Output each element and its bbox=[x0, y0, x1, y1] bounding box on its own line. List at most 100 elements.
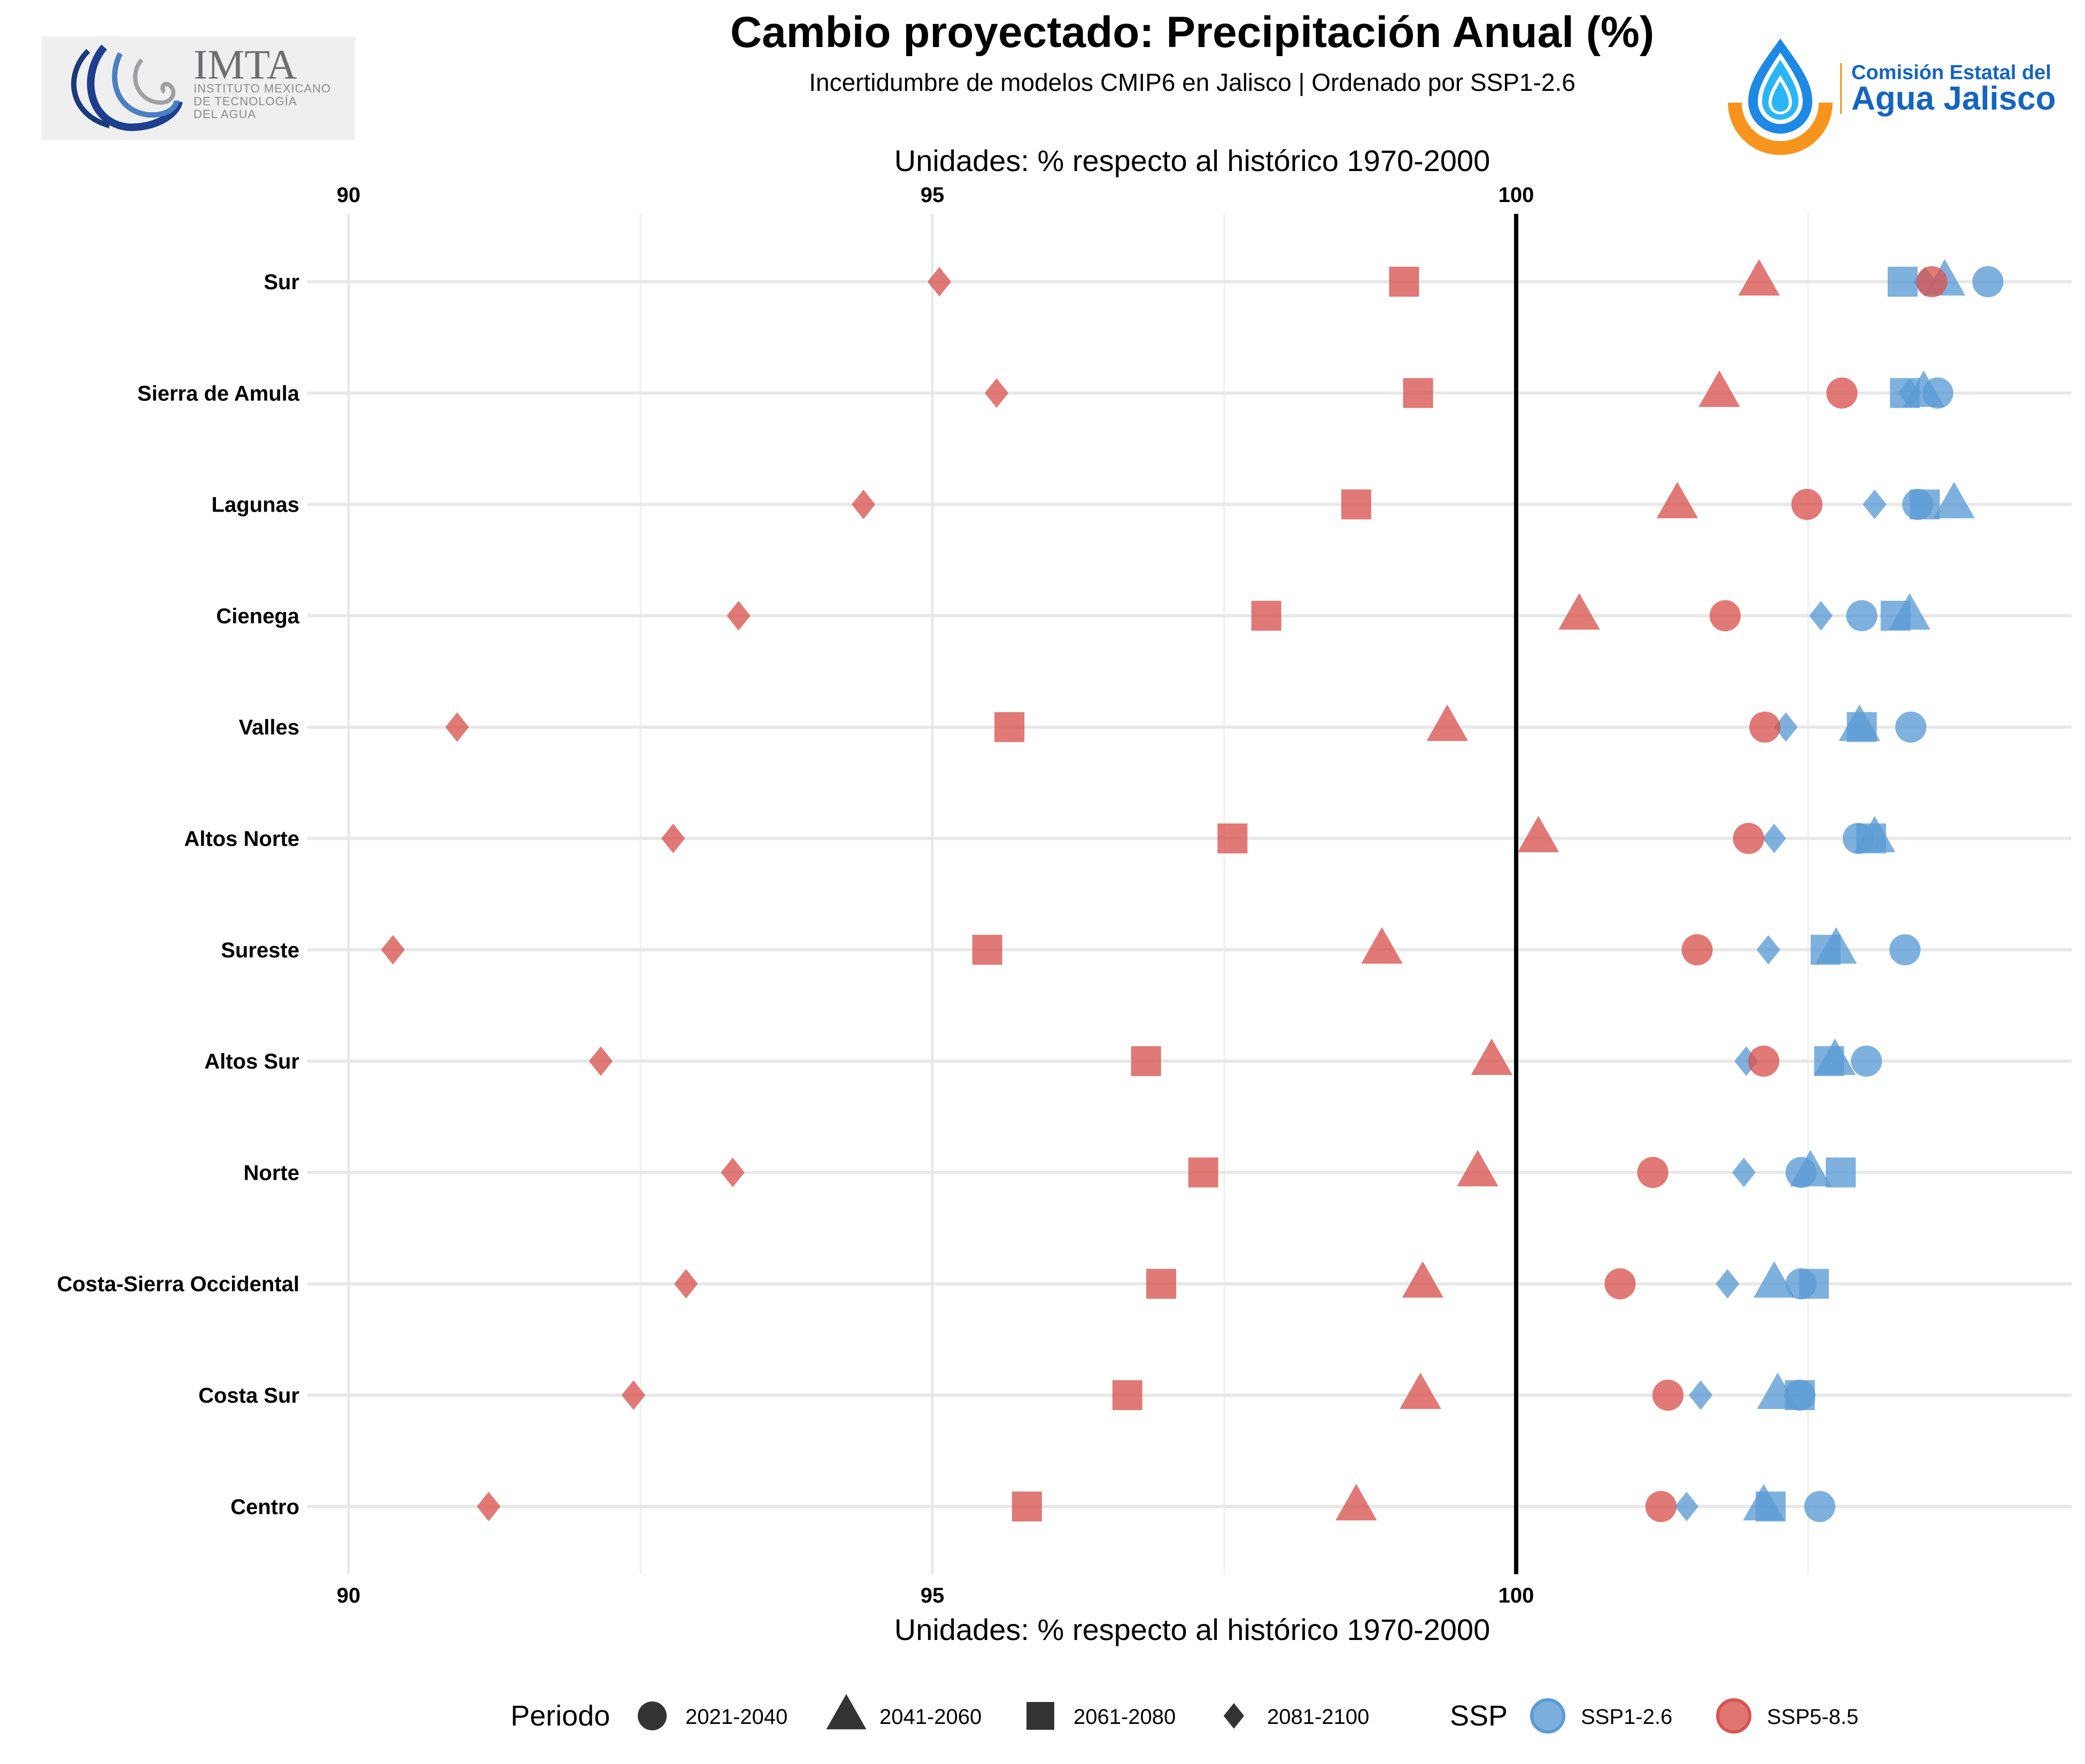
point-ssp5-8-5-diamond: Norte | SSP5-8.5 | 2081-2100: 93.29 bbox=[721, 1157, 745, 1187]
imta-line-2: DE TECNOLOGÍA bbox=[194, 95, 297, 108]
legend-periodo-label: 2021-2040 bbox=[685, 1705, 787, 1729]
point-ssp5-8-5-triangle: Sur | SSP5-8.5 | 2041-2060: 102.08 bbox=[1738, 259, 1780, 296]
point-ssp5-8-5-circle: Sureste | SSP5-8.5 | 2021-2040: 101.55 bbox=[1681, 934, 1713, 965]
point-ssp5-8-5-diamond: Centro | SSP5-8.5 | 2081-2100: 91.2 bbox=[477, 1491, 501, 1521]
x-axis-ticks: 90 90 95 95 100 100 bbox=[337, 183, 1534, 1607]
legend-diamond-icon bbox=[1223, 1703, 1245, 1729]
x-tick-label-top: 90 bbox=[337, 183, 361, 207]
point-ssp1-2-6-square: Norte | SSP1-2.6 | 2061-2080: 102.78 bbox=[1826, 1157, 1856, 1188]
legend: Periodo 2021-2040 2041-2060 2061-2080 2081-… bbox=[511, 1694, 1858, 1734]
y-category-label: Centro bbox=[230, 1495, 299, 1519]
point-ssp1-2-6-diamond: Norte | SSP1-2.6 | 2081-2100: 101.95 bbox=[1732, 1157, 1756, 1187]
y-category-label: Norte bbox=[244, 1161, 299, 1185]
point-ssp1-2-6-square: Sureste | SSP1-2.6 | 2061-2080: 102.65 bbox=[1810, 934, 1841, 965]
point-ssp5-8-5-triangle: Altos Sur | SSP5-8.5 | 2041-2060: 99.79 bbox=[1471, 1038, 1512, 1076]
imta-logo: IMTA INSTITUTO MEXICANO DE TECNOLOGÍA DE… bbox=[42, 36, 355, 140]
point-ssp1-2-6-square: Centro | SSP1-2.6 | 2061-2080: 102.18 bbox=[1756, 1491, 1786, 1522]
point-ssp5-8-5-square: Sureste | SSP5-8.5 | 2061-2080: 95.47 bbox=[972, 934, 1002, 965]
point-ssp1-2-6-square: Altos Sur | SSP1-2.6 | 2061-2080: 102.68 bbox=[1814, 1046, 1844, 1077]
point-ssp5-8-5-triangle: Centro | SSP5-8.5 | 2041-2060: 98.63 bbox=[1335, 1484, 1377, 1521]
point-ssp5-8-5-triangle: Cienega | SSP5-8.5 | 2041-2060: 100.54 bbox=[1558, 593, 1600, 630]
y-category-label: Altos Sur bbox=[204, 1050, 299, 1073]
point-ssp1-2-6-circle: Sur | SSP1-2.6 | 2021-2040: 104.04 bbox=[1972, 266, 2004, 298]
imta-line-1: INSTITUTO MEXICANO bbox=[194, 82, 331, 95]
legend-ssp-label: SSP5-8.5 bbox=[1767, 1705, 1858, 1729]
point-ssp1-2-6-diamond: Costa-Sierra Occidental | SSP1-2.6 | 208… bbox=[1716, 1269, 1740, 1299]
point-ssp5-8-5-diamond: Valles | SSP5-8.5 | 2081-2100: 90.93 bbox=[445, 712, 469, 742]
point-ssp1-2-6-diamond: Costa Sur | SSP1-2.6 | 2081-2100: 101.58 bbox=[1688, 1380, 1713, 1410]
legend-title-periodo: Periodo bbox=[511, 1700, 610, 1732]
x-tick-label-bottom: 100 bbox=[1499, 1584, 1534, 1607]
point-ssp1-2-6-triangle: Norte | SSP1-2.6 | 2041-2060: 102.52 bbox=[1789, 1150, 1832, 1187]
point-ssp1-2-6-square: Costa-Sierra Occidental | SSP1-2.6 | 206… bbox=[1798, 1268, 1829, 1299]
legend-triangle-icon bbox=[826, 1694, 867, 1730]
point-ssp5-8-5-triangle: Sierra de Amula | SSP5-8.5 | 2041-2060: … bbox=[1698, 370, 1740, 407]
x-tick-label-top: 95 bbox=[921, 183, 945, 207]
y-category-label: Sur bbox=[264, 270, 299, 294]
chart-title: Cambio proyectado: Precipitación Anual (… bbox=[730, 8, 1654, 57]
point-ssp5-8-5-square: Norte | SSP5-8.5 | 2061-2080: 97.32 bbox=[1188, 1157, 1218, 1188]
point-ssp5-8-5-circle: Valles | SSP5-8.5 | 2021-2040: 102.13 bbox=[1749, 711, 1781, 743]
cea-jalisco-logo: Comisión Estatal del Agua Jalisco bbox=[1728, 38, 2056, 155]
y-axis-labels: Sur Sierra de Amula Lagunas Cienega Valles Al… bbox=[57, 270, 300, 1519]
point-ssp1-2-6-circle: Valles | SSP1-2.6 | 2021-2040: 103.38 bbox=[1895, 711, 1927, 743]
point-ssp5-8-5-triangle: Lagunas | SSP5-8.5 | 2041-2060: 101.38 bbox=[1656, 482, 1698, 519]
point-ssp5-8-5-square: Altos Sur | SSP5-8.5 | 2061-2080: 96.83 bbox=[1131, 1046, 1161, 1077]
y-category-label: Costa Sur bbox=[198, 1384, 299, 1407]
point-ssp1-2-6-diamond: Lagunas | SSP1-2.6 | 2081-2100: 103.07 bbox=[1863, 490, 1887, 520]
point-ssp5-8-5-square: Sur | SSP5-8.5 | 2061-2080: 99.04 bbox=[1389, 267, 1419, 297]
point-ssp1-2-6-triangle: Lagunas | SSP1-2.6 | 2041-2060: 103.75 bbox=[1933, 482, 1975, 519]
imta-swirl-icon bbox=[71, 44, 183, 131]
point-ssp1-2-6-diamond: Valles | SSP1-2.6 | 2081-2100: 102.31 bbox=[1774, 712, 1798, 742]
point-ssp5-8-5-diamond: Costa Sur | SSP5-8.5 | 2081-2100: 92.44 bbox=[621, 1380, 645, 1410]
point-ssp5-8-5-square: Valles | SSP5-8.5 | 2061-2080: 95.66 bbox=[994, 712, 1025, 742]
point-ssp5-8-5-triangle: Norte | SSP5-8.5 | 2041-2060: 99.67 bbox=[1457, 1150, 1499, 1187]
legend-square-icon bbox=[1026, 1702, 1054, 1730]
grid bbox=[307, 214, 2072, 1574]
point-ssp1-2-6-square: Cienega | SSP1-2.6 | 2061-2080: 103.25 bbox=[1880, 600, 1911, 631]
point-ssp1-2-6-square: Valles | SSP1-2.6 | 2061-2080: 102.96 bbox=[1847, 712, 1877, 742]
point-ssp5-8-5-triangle: Altos Norte | SSP5-8.5 | 2041-2060: 100.… bbox=[1517, 816, 1559, 853]
legend-ssp-label: SSP1-2.6 bbox=[1581, 1705, 1672, 1729]
legend-circle-icon bbox=[637, 1701, 667, 1731]
point-ssp5-8-5-square: Costa Sur | SSP5-8.5 | 2061-2080: 96.67 bbox=[1112, 1380, 1142, 1410]
y-category-label: Lagunas bbox=[212, 493, 299, 517]
point-ssp5-8-5-square: Centro | SSP5-8.5 | 2061-2080: 95.81 bbox=[1011, 1491, 1042, 1522]
point-ssp5-8-5-circle: Costa Sur | SSP5-8.5 | 2021-2040: 101.3 bbox=[1652, 1379, 1684, 1411]
point-ssp5-8-5-diamond: Sur | SSP5-8.5 | 2081-2100: 95.06 bbox=[928, 267, 952, 297]
legend-periodo-label: 2041-2060 bbox=[879, 1705, 982, 1729]
point-ssp5-8-5-square: Sierra de Amula | SSP5-8.5 | 2061-2080: … bbox=[1403, 378, 1433, 408]
point-ssp5-8-5-circle: Norte | SSP5-8.5 | 2021-2040: 101.17 bbox=[1637, 1157, 1669, 1188]
legend-periodo-items: 2021-2040 2041-2060 2061-2080 2081-2100 bbox=[637, 1694, 1369, 1731]
legend-ssp-circle-icon bbox=[1530, 1698, 1565, 1734]
point-ssp5-8-5-diamond: Costa-Sierra Occidental | SSP5-8.5 | 208… bbox=[674, 1269, 698, 1299]
cea-line-1: Comisión Estatal del bbox=[1851, 61, 2051, 84]
x-tick-label-bottom: 95 bbox=[921, 1584, 945, 1607]
legend-periodo-label: 2061-2080 bbox=[1074, 1705, 1176, 1729]
y-category-label: Valles bbox=[239, 716, 299, 739]
point-ssp5-8-5-circle: Centro | SSP5-8.5 | 2021-2040: 101.24 bbox=[1645, 1491, 1677, 1522]
point-ssp5-8-5-circle: Altos Sur | SSP5-8.5 | 2021-2040: 102.12 bbox=[1748, 1045, 1780, 1077]
water-drop-icon bbox=[1728, 38, 1833, 155]
data-points: Sur | SSP1-2.6 | 2021-2040: 104.04 Sierra… bbox=[381, 259, 2004, 1522]
point-ssp5-8-5-triangle: Costa-Sierra Occidental | SSP5-8.5 | 204… bbox=[1402, 1261, 1444, 1298]
x-axis-title-top: Unidades: % respecto al histórico 1970-2… bbox=[894, 144, 1490, 177]
point-ssp1-2-6-square: Lagunas | SSP1-2.6 | 2061-2080: 103.5 bbox=[1910, 489, 1940, 520]
point-ssp1-2-6-circle: Centro | SSP1-2.6 | 2021-2040: 102.6 bbox=[1804, 1491, 1835, 1522]
y-category-label: Altos Norte bbox=[184, 827, 299, 851]
legend-ssp-circle-icon bbox=[1716, 1698, 1751, 1734]
cea-line-2: Agua Jalisco bbox=[1851, 80, 2056, 117]
point-ssp1-2-6-circle: Cienega | SSP1-2.6 | 2021-2040: 102.96 bbox=[1846, 600, 1878, 632]
point-ssp5-8-5-circle: Cienega | SSP5-8.5 | 2021-2040: 101.79 bbox=[1709, 600, 1741, 632]
point-ssp5-8-5-triangle: Sureste | SSP5-8.5 | 2041-2060: 98.85 bbox=[1361, 927, 1403, 964]
point-ssp5-8-5-diamond: Altos Sur | SSP5-8.5 | 2081-2100: 92.16 bbox=[589, 1046, 613, 1076]
y-category-label: Cienega bbox=[216, 605, 299, 628]
point-ssp1-2-6-diamond: Sierra de Amula | SSP1-2.6 | 2081-2100: … bbox=[1897, 378, 1922, 408]
y-category-label: Costa-Sierra Occidental bbox=[57, 1273, 300, 1296]
point-ssp1-2-6-diamond: Centro | SSP1-2.6 | 2081-2100: 101.46 bbox=[1674, 1491, 1698, 1521]
point-ssp5-8-5-circle: Sur | SSP5-8.5 | 2021-2040: 103.56 bbox=[1916, 266, 1948, 298]
legend-periodo-label: 2081-2100 bbox=[1267, 1705, 1369, 1729]
point-ssp5-8-5-diamond: Sureste | SSP5-8.5 | 2081-2100: 90.38 bbox=[381, 935, 405, 965]
point-ssp5-8-5-circle: Altos Norte | SSP5-8.5 | 2021-2040: 101.… bbox=[1733, 823, 1764, 854]
